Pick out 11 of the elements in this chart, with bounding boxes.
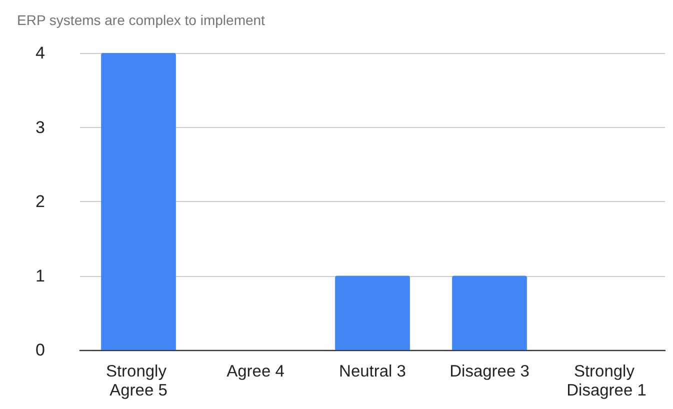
y-tick-label: 3 [36, 118, 45, 137]
y-tick-label: 0 [36, 340, 45, 360]
y-tick-label: 1 [36, 266, 45, 286]
x-tick-label: Disagree 3 [450, 362, 530, 380]
x-tick-label: Neutral 3 [339, 362, 406, 380]
y-tick-label: 4 [36, 44, 45, 62]
y-tick-label: 2 [36, 192, 45, 211]
x-tick-label: Strongly Disagree 1 [566, 362, 646, 400]
x-tick-label: Strongly Agree 5 [106, 362, 172, 400]
x-tick-label: Agree 4 [226, 362, 284, 380]
chart-title: ERP systems are complex to implement [17, 12, 266, 28]
